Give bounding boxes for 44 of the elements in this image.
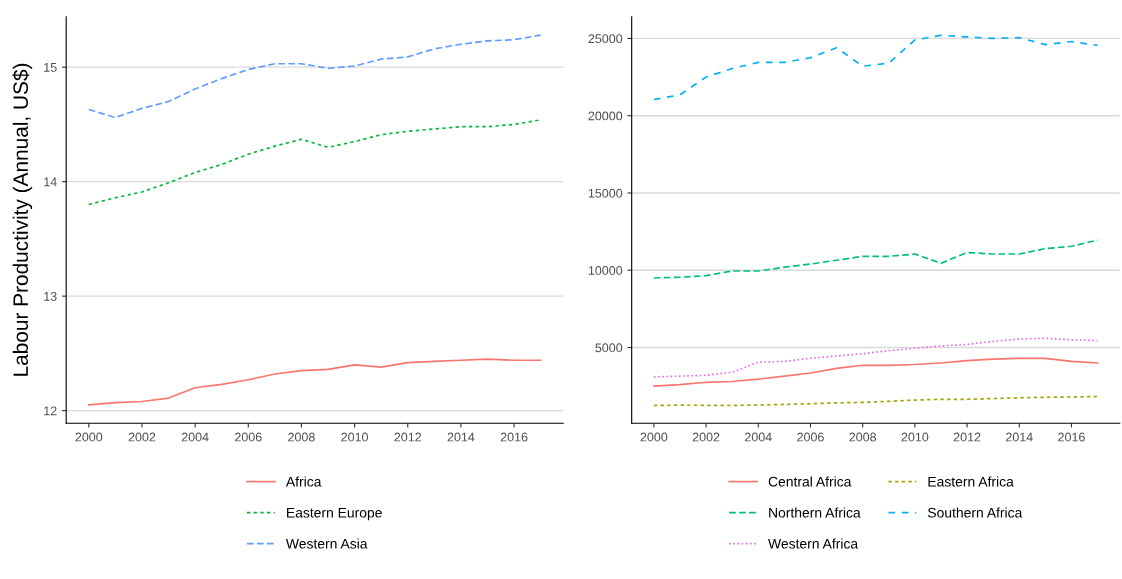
x-tick-label: 2008 <box>288 432 315 442</box>
x-tick-label: 2012 <box>394 432 422 442</box>
legend-label: Africa <box>285 476 322 487</box>
line-series <box>653 337 1099 378</box>
y-tick-label: 15000 <box>588 188 623 198</box>
y-tick-label: 5000 <box>595 343 623 353</box>
legend-label: Southern Africa <box>927 507 1023 518</box>
x-tick-label: 2000 <box>640 432 668 442</box>
legend-label: Central Africa <box>768 476 852 487</box>
legend-label: Western Asia <box>285 538 368 549</box>
line-series <box>87 358 542 406</box>
legend-label: Northern Africa <box>769 507 861 518</box>
y-tick-label: 20000 <box>588 111 623 121</box>
x-tick-label: 2000 <box>75 432 103 442</box>
x-tick-label: 2012 <box>953 432 981 442</box>
legend-label: Eastern Europe <box>287 507 382 521</box>
line-series <box>653 239 1099 279</box>
y-axis-title: Labour Productivity (Annual, US$) <box>12 63 33 376</box>
y-tick-label: 14 <box>44 177 57 187</box>
x-tick-label: 2010 <box>901 432 929 442</box>
x-tick-label: 2014 <box>447 432 475 442</box>
y-tick-label: 12 <box>44 406 57 416</box>
legend-label: Western Africa <box>768 538 859 549</box>
x-tick-label: 2006 <box>797 432 824 442</box>
x-tick-label: 2004 <box>181 432 209 442</box>
line-series <box>87 119 542 206</box>
x-tick-label: 2016 <box>1058 432 1085 442</box>
x-tick-label: 2002 <box>128 432 156 442</box>
x-tick-label: 2004 <box>745 432 772 442</box>
x-tick-label: 2002 <box>692 432 720 442</box>
line-series <box>653 395 1099 407</box>
line-series <box>87 34 542 119</box>
y-tick-label: 13 <box>44 291 57 301</box>
x-tick-label: 2010 <box>341 432 369 442</box>
y-tick-label: 10000 <box>588 266 623 275</box>
line-series <box>653 357 1099 387</box>
y-tick-label: 15 <box>44 63 57 72</box>
line-series <box>653 34 1099 101</box>
x-tick-label: 2014 <box>1006 432 1033 442</box>
x-tick-label: 2008 <box>849 432 877 442</box>
x-tick-label: 2016 <box>500 432 528 442</box>
legend-label: Eastern Africa <box>928 476 1014 487</box>
x-tick-label: 2006 <box>235 432 262 442</box>
y-tick-label: 25000 <box>588 34 623 44</box>
